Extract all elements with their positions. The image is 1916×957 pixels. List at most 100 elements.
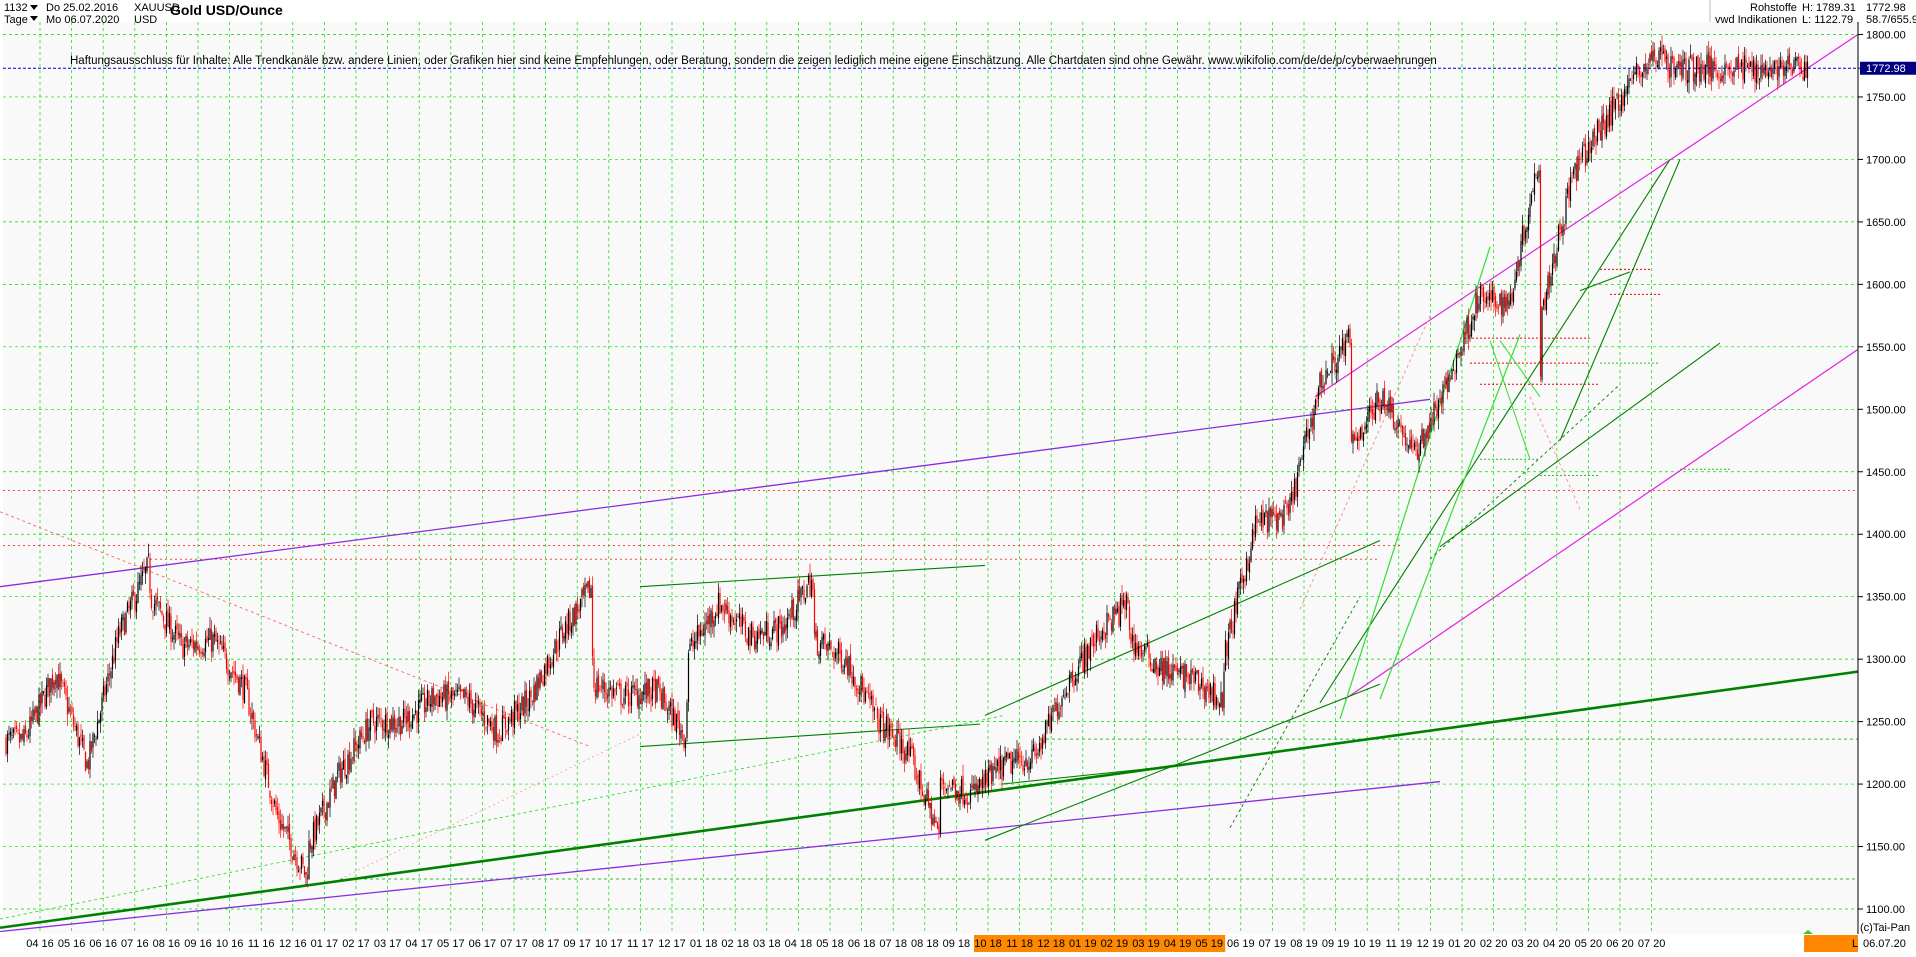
candle-body xyxy=(1397,420,1399,428)
candle-body xyxy=(360,732,363,737)
candle-body xyxy=(656,679,658,702)
candle-body xyxy=(1274,513,1276,518)
candle-body xyxy=(276,807,279,815)
candle-body xyxy=(650,694,652,702)
candle-body xyxy=(1652,50,1654,62)
candle-body xyxy=(1266,511,1269,534)
candle-body xyxy=(1506,294,1509,306)
candle-body xyxy=(1052,704,1054,713)
candle-body xyxy=(1521,226,1524,245)
candle-body xyxy=(1559,222,1561,230)
candle-body xyxy=(1595,136,1597,145)
candle-body xyxy=(351,757,354,759)
candle-body xyxy=(455,689,457,691)
candle-body xyxy=(1617,94,1620,111)
candle-body xyxy=(1433,402,1435,425)
candle-body xyxy=(1080,653,1083,659)
candle-body xyxy=(363,740,366,744)
candle-body xyxy=(1214,683,1216,708)
candle-body xyxy=(729,615,732,627)
candle-body xyxy=(1341,338,1344,351)
candle-body xyxy=(1679,61,1681,67)
candle-body xyxy=(1421,429,1423,441)
candle-body xyxy=(1247,559,1249,571)
candle-body xyxy=(1320,370,1323,388)
candle-body xyxy=(783,624,786,633)
candle-body xyxy=(999,756,1002,771)
candle-body xyxy=(1101,630,1104,641)
candle-body xyxy=(1284,501,1287,503)
candle-body xyxy=(795,609,798,621)
candle-body xyxy=(1593,127,1596,138)
candle-body xyxy=(1020,761,1023,763)
candle-body xyxy=(464,688,466,698)
last-price-label: 1772.98 xyxy=(1866,63,1906,75)
candle-body xyxy=(885,716,888,731)
candle-body xyxy=(1008,753,1011,759)
candle-body xyxy=(1271,509,1273,518)
candle-body xyxy=(711,612,714,624)
candle-body xyxy=(1056,703,1059,717)
candle-body xyxy=(285,826,288,828)
candle-body xyxy=(686,702,688,739)
chevron-down-icon[interactable] xyxy=(30,16,38,21)
candle-body xyxy=(1763,68,1765,74)
candle-body xyxy=(294,854,297,857)
candle-body xyxy=(1544,297,1546,310)
candle-body xyxy=(785,624,787,631)
candle-body xyxy=(255,734,258,736)
candle-body xyxy=(792,598,795,620)
candle-body xyxy=(1259,521,1261,523)
candle-body xyxy=(452,687,454,697)
candle-body xyxy=(732,621,735,623)
candle-body xyxy=(1710,57,1713,82)
candle-body xyxy=(1799,61,1801,70)
chevron-down-icon[interactable] xyxy=(30,5,38,10)
candle-body xyxy=(1583,144,1585,146)
candle-body xyxy=(582,586,585,595)
disclaimer: Haftungsausschluss für Inhalte: Alle Tre… xyxy=(70,55,1437,67)
candle-body xyxy=(1380,407,1383,414)
candle-body xyxy=(380,717,382,720)
candle-body xyxy=(344,758,346,777)
x-tick-label: 03 18 xyxy=(753,938,781,950)
candle-body xyxy=(35,706,37,713)
candle-body xyxy=(330,786,333,788)
candle-body xyxy=(1589,141,1591,154)
candle-body xyxy=(122,614,124,621)
candle-body xyxy=(1737,53,1740,69)
candle-body xyxy=(981,777,984,789)
candle-body xyxy=(1650,50,1653,61)
candle-body xyxy=(1323,384,1326,387)
candle-body xyxy=(219,641,222,643)
candle-body xyxy=(782,626,784,635)
candle-body xyxy=(234,671,237,676)
candle-body xyxy=(165,611,168,634)
candle-body xyxy=(1668,70,1671,79)
candle-body xyxy=(1674,68,1677,78)
candle-body xyxy=(1209,683,1212,695)
candle-body xyxy=(567,609,570,635)
candle-body xyxy=(417,700,420,723)
x-tick-label: 09 18 xyxy=(943,938,971,950)
candle-body xyxy=(1151,668,1153,672)
candle-body xyxy=(1322,386,1324,390)
candle-body xyxy=(1206,686,1209,688)
candle-body xyxy=(123,617,126,636)
candle-body xyxy=(1451,368,1453,380)
candle-body xyxy=(546,655,549,674)
candle-body xyxy=(248,688,250,716)
candle-body xyxy=(1055,702,1057,711)
candle-body xyxy=(911,744,913,749)
candle-body xyxy=(1212,682,1215,705)
candle-body xyxy=(1172,664,1174,681)
candle-body xyxy=(597,675,600,693)
candle-body xyxy=(110,671,112,679)
y-tick-label: 1600.00 xyxy=(1866,279,1906,291)
candle-body xyxy=(528,690,531,712)
candle-body xyxy=(965,798,967,804)
candle-body xyxy=(1089,638,1092,662)
candle-body xyxy=(1448,374,1450,393)
candle-body xyxy=(1059,707,1062,709)
